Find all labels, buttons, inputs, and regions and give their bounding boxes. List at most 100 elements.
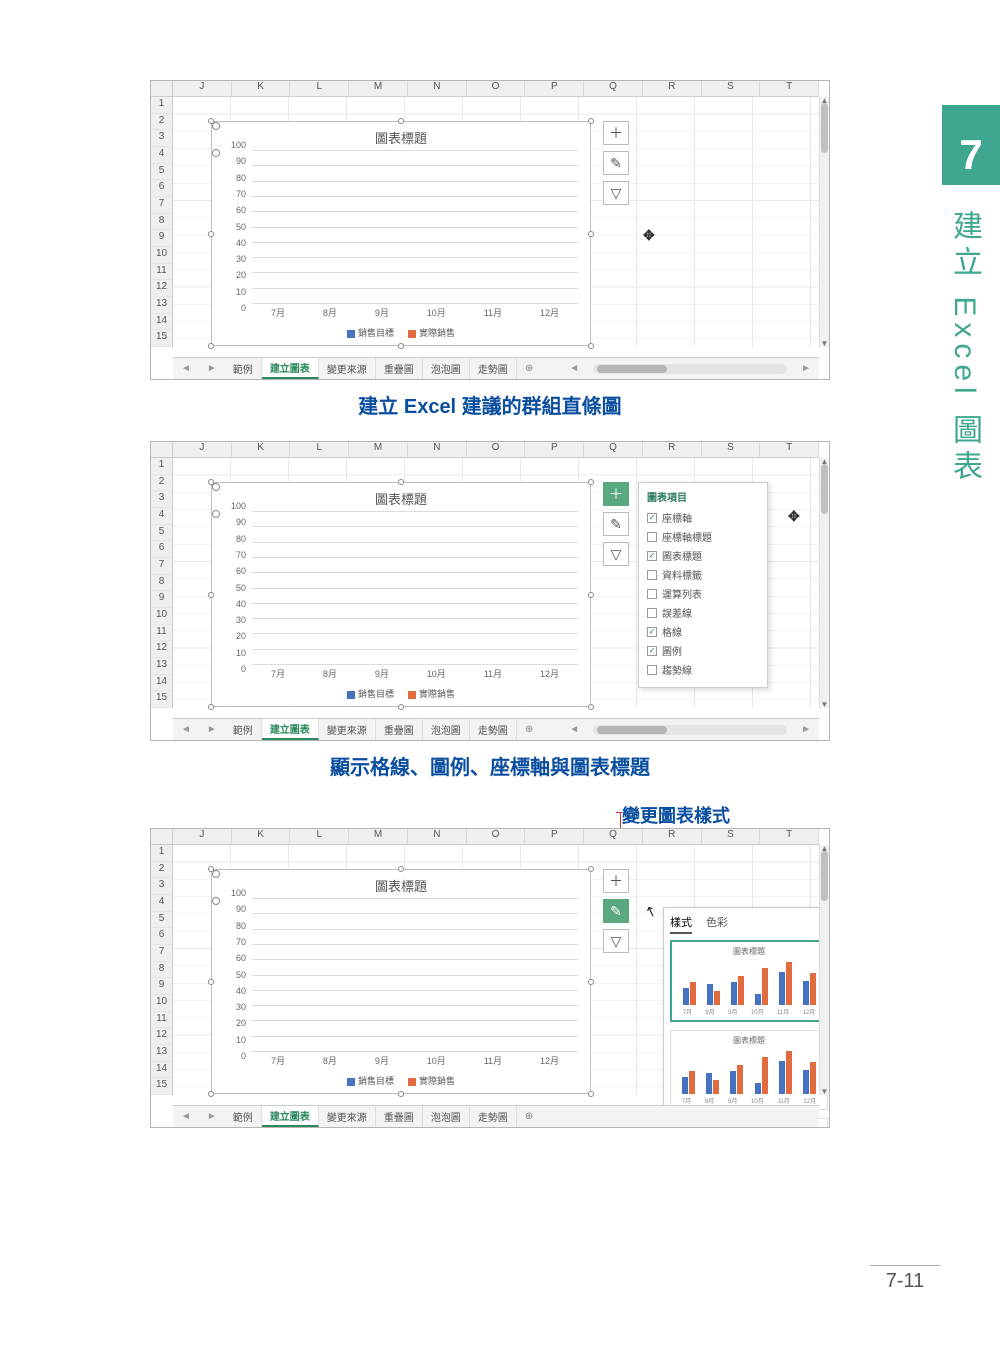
chart-styles-popup[interactable]: 樣式色彩圖表標題7月8月9月10月11月12月圖表標題7月8月9月10月11月1…	[663, 907, 830, 1128]
resize-handle[interactable]	[398, 479, 404, 485]
row-header[interactable]: 4	[151, 895, 172, 912]
sheet-tab[interactable]: 建立圖表	[262, 719, 319, 740]
row-header[interactable]: 2	[151, 475, 172, 492]
row-header[interactable]: 8	[151, 962, 172, 979]
row-header[interactable]: 1	[151, 845, 172, 862]
resize-handle[interactable]	[208, 979, 214, 985]
popup-item[interactable]: 資料標籤	[647, 565, 759, 584]
legend[interactable]: 銷售目標實際銷售	[212, 326, 590, 339]
col-header[interactable]: P	[525, 442, 584, 457]
popup-item[interactable]: 座標軸	[647, 508, 759, 527]
col-header[interactable]: P	[525, 829, 584, 844]
resize-handle[interactable]	[208, 866, 214, 872]
popup-item[interactable]: 座標軸標題	[647, 527, 759, 546]
horizontal-scrollbar[interactable]	[593, 725, 787, 735]
legend[interactable]: 銷售目標實際銷售	[212, 687, 590, 700]
style-tab[interactable]: 色彩	[706, 914, 728, 934]
plus-icon[interactable]: ＋	[603, 121, 629, 145]
col-header[interactable]: T	[760, 442, 819, 457]
checkbox[interactable]	[647, 551, 657, 561]
resize-handle[interactable]	[208, 118, 214, 124]
col-header[interactable]: T	[760, 829, 819, 844]
col-header[interactable]: K	[232, 81, 291, 96]
hscroll-left[interactable]: ◄	[561, 363, 587, 374]
sheet-tab[interactable]: 走勢圖	[470, 1106, 517, 1127]
row-header[interactable]: 6	[151, 180, 172, 197]
filter-icon[interactable]: ▽	[603, 542, 629, 566]
row-header[interactable]: 11	[151, 264, 172, 281]
plot-area[interactable]: 0102030405060708090100	[252, 150, 578, 303]
row-header[interactable]: 1	[151, 458, 172, 475]
resize-handle[interactable]	[588, 231, 594, 237]
resize-handle[interactable]	[398, 704, 404, 710]
row-header[interactable]: 5	[151, 912, 172, 929]
resize-handle[interactable]	[588, 866, 594, 872]
resize-handle[interactable]	[208, 479, 214, 485]
row-header[interactable]: 9	[151, 230, 172, 247]
row-header[interactable]: 6	[151, 928, 172, 945]
sheet-tab[interactable]: 變更來源	[319, 358, 376, 379]
style-thumbnail[interactable]: 圖表標題7月8月9月10月11月12月	[670, 940, 828, 1022]
chart-title[interactable]: 圖表標題	[212, 870, 590, 897]
row-header[interactable]: 1	[151, 97, 172, 114]
row-header[interactable]: 14	[151, 1062, 172, 1079]
row-header[interactable]: 7	[151, 945, 172, 962]
row-header[interactable]: 13	[151, 658, 172, 675]
add-sheet-button[interactable]: ⊕	[517, 363, 541, 374]
resize-handle[interactable]	[588, 979, 594, 985]
row-header[interactable]: 12	[151, 280, 172, 297]
cell-grid[interactable]: 圖表標題01020304050607080901007月8月9月10月11月12…	[173, 458, 819, 708]
plus-icon[interactable]: ＋	[603, 482, 629, 506]
col-header[interactable]: S	[702, 81, 761, 96]
chart-elements-popup[interactable]: 圖表項目座標軸座標軸標題圖表標題資料標籤運算列表誤差線格線圖例趨勢線	[638, 482, 768, 688]
sheet-tab[interactable]: 泡泡圖	[423, 719, 470, 740]
tab-nav-next[interactable]: ►	[199, 363, 225, 374]
hscroll-right[interactable]: ►	[793, 363, 819, 374]
row-header[interactable]: 8	[151, 214, 172, 231]
brush-icon[interactable]: ✎	[603, 512, 629, 536]
sheet-tab[interactable]: 變更來源	[319, 1106, 376, 1127]
row-header[interactable]: 15	[151, 691, 172, 708]
col-header[interactable]: J	[173, 442, 232, 457]
row-header[interactable]: 5	[151, 525, 172, 542]
col-header[interactable]: J	[173, 829, 232, 844]
resize-handle[interactable]	[588, 1091, 594, 1097]
sheet-tab[interactable]: 泡泡圖	[423, 1106, 470, 1127]
col-header[interactable]: L	[290, 829, 349, 844]
col-header[interactable]: M	[349, 829, 408, 844]
brush-icon[interactable]: ✎	[603, 899, 629, 923]
col-header[interactable]: R	[643, 81, 702, 96]
sheet-tab[interactable]: 重疊圖	[376, 1106, 423, 1127]
add-sheet-button[interactable]: ⊕	[517, 1111, 541, 1122]
col-header[interactable]: S	[702, 442, 761, 457]
resize-handle[interactable]	[398, 866, 404, 872]
style-tab[interactable]: 樣式	[670, 914, 692, 934]
row-header[interactable]: 9	[151, 978, 172, 995]
row-header[interactable]: 12	[151, 1028, 172, 1045]
row-header[interactable]: 2	[151, 114, 172, 131]
plot-area[interactable]: 0102030405060708090100	[252, 511, 578, 664]
cell-grid[interactable]: 圖表標題01020304050607080901007月8月9月10月11月12…	[173, 97, 819, 347]
checkbox[interactable]	[647, 532, 657, 542]
row-header[interactable]: 14	[151, 675, 172, 692]
add-sheet-button[interactable]: ⊕	[517, 724, 541, 735]
row-header[interactable]: 5	[151, 164, 172, 181]
col-header[interactable]: M	[349, 81, 408, 96]
checkbox[interactable]	[647, 570, 657, 580]
resize-handle[interactable]	[588, 592, 594, 598]
popup-item[interactable]: 運算列表	[647, 584, 759, 603]
sheet-tab[interactable]: 重疊圖	[376, 358, 423, 379]
row-header[interactable]: 11	[151, 1012, 172, 1029]
sheet-tab[interactable]: 範例	[225, 719, 262, 740]
row-header[interactable]: 3	[151, 878, 172, 895]
row-header[interactable]: 13	[151, 1045, 172, 1062]
resize-handle[interactable]	[588, 704, 594, 710]
sheet-tab[interactable]: 走勢圖	[470, 358, 517, 379]
tab-nav-next[interactable]: ►	[199, 724, 225, 735]
col-header[interactable]: J	[173, 81, 232, 96]
checkbox[interactable]	[647, 627, 657, 637]
hscroll-left[interactable]: ◄	[561, 724, 587, 735]
row-header[interactable]: 4	[151, 147, 172, 164]
col-header[interactable]: T	[760, 81, 819, 96]
row-header[interactable]: 7	[151, 558, 172, 575]
